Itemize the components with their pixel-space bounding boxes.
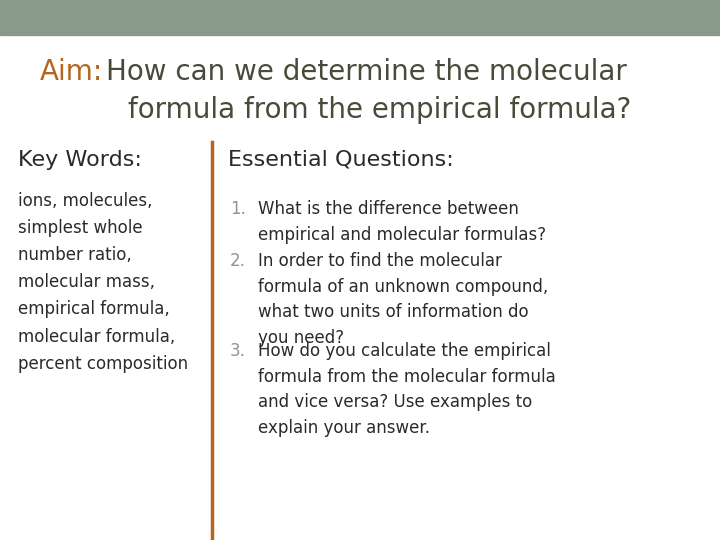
Bar: [0, 0, 720, 35]
Text: What is the difference between
empirical and molecular formulas?: What is the difference between empirical…: [258, 200, 546, 244]
Text: How can we determine the molecular: How can we determine the molecular: [106, 58, 627, 86]
Text: Key Words:: Key Words:: [18, 150, 142, 170]
Text: formula from the empirical formula?: formula from the empirical formula?: [128, 96, 631, 124]
Text: In order to find the molecular
formula of an unknown compound,
what two units of: In order to find the molecular formula o…: [258, 252, 548, 347]
Text: 3.: 3.: [230, 342, 246, 360]
Text: Essential Questions:: Essential Questions:: [228, 150, 454, 170]
Text: ions, molecules,
simplest whole
number ratio,
molecular mass,
empirical formula,: ions, molecules, simplest whole number r…: [18, 192, 188, 373]
Text: Aim:: Aim:: [40, 58, 103, 86]
Text: How do you calculate the empirical
formula from the molecular formula
and vice v: How do you calculate the empirical formu…: [258, 342, 556, 437]
Text: 1.: 1.: [230, 200, 246, 218]
Text: 2.: 2.: [230, 252, 246, 270]
